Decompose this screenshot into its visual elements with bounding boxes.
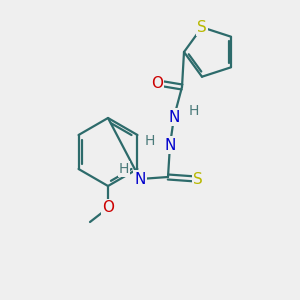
Text: N: N — [134, 172, 146, 187]
Text: N: N — [168, 110, 180, 124]
Text: H: H — [145, 134, 155, 148]
Text: O: O — [102, 200, 114, 215]
Text: H: H — [189, 104, 199, 118]
Text: S: S — [193, 172, 203, 187]
Text: O: O — [151, 76, 163, 91]
Text: N: N — [164, 137, 176, 152]
Text: H: H — [119, 162, 129, 176]
Text: S: S — [197, 20, 207, 35]
